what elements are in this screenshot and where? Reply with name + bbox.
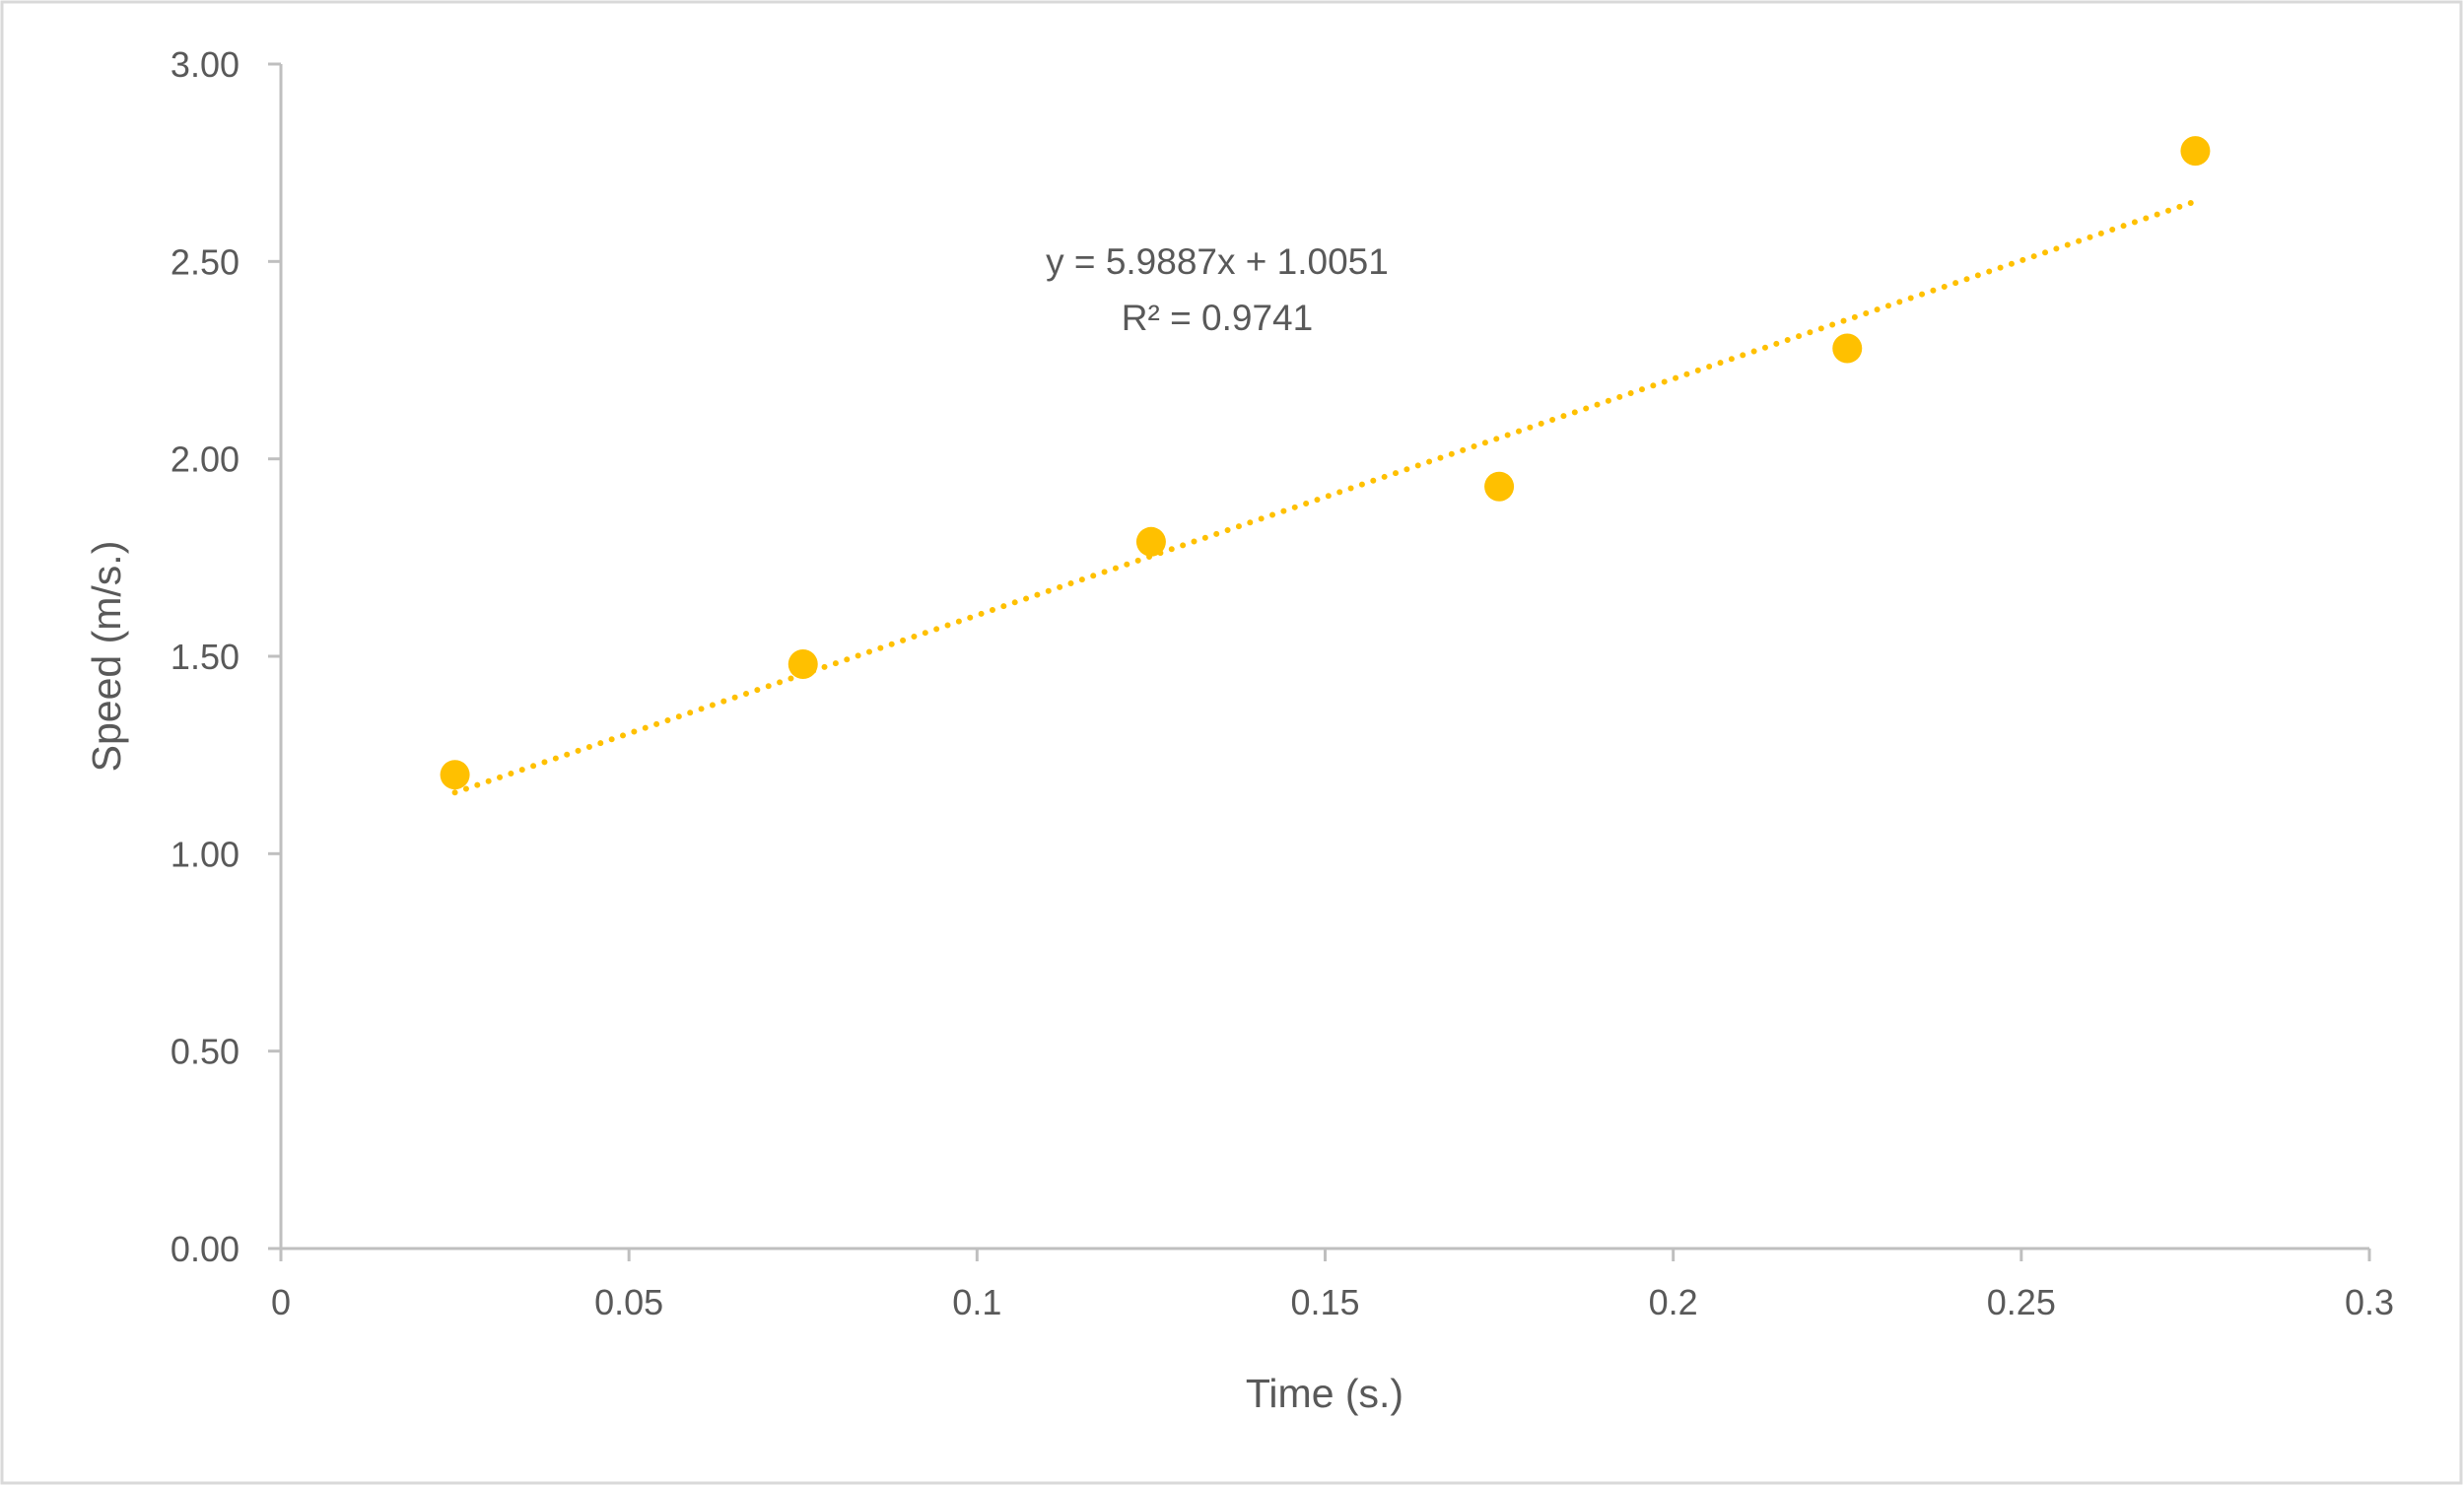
x-tick-label: 0 [271,1282,291,1322]
x-tick-label: 0.1 [952,1282,1001,1322]
trendline [451,198,2199,796]
trendline-equation: y = 5.9887x + 1.0051 [1046,241,1389,282]
x-tick-labels: 0 0.05 0.1 0.15 0.2 0.25 0.3 [271,1282,2394,1322]
x-tick-label: 0.05 [594,1282,663,1322]
y-axis-title: Speed (m/s.) [84,541,129,773]
y-tick-label: 0.00 [171,1229,240,1269]
x-tick-label: 0.3 [2345,1282,2394,1322]
data-point [2180,136,2211,167]
y-tick-label: 0.50 [171,1032,240,1072]
y-tick-labels: 0.00 0.50 1.00 1.50 2.00 2.50 3.00 [171,44,240,1269]
data-point [787,649,818,680]
trendline-path [451,198,2199,796]
x-tick-label: 0.25 [1987,1282,2056,1322]
axes [268,62,2371,1261]
y-tick-label: 2.50 [171,241,240,282]
y-tick-label: 1.00 [171,834,240,874]
data-point [1135,526,1166,557]
x-axis-title: Time (s.) [1246,1371,1403,1416]
data-points [440,136,2211,790]
y-tick-label: 2.00 [171,439,240,480]
x-tick-label: 0.2 [1649,1282,1698,1322]
y-tick-label: 1.50 [171,637,240,677]
y-tick-label: 3.00 [171,44,240,85]
x-tick-label: 0.15 [1290,1282,1359,1322]
trendline-r-squared: R² = 0.9741 [1122,298,1313,338]
data-point [1484,471,1515,502]
data-point [1832,333,1863,364]
data-point [440,760,470,790]
